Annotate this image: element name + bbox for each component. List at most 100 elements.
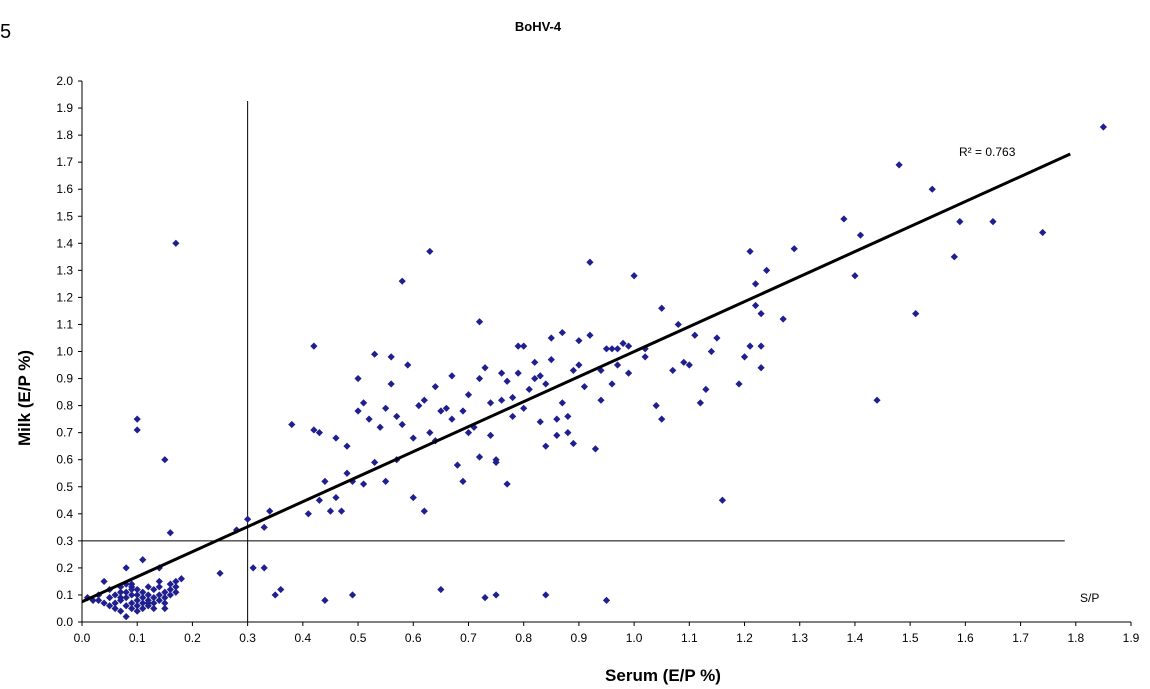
x-tick-label: 0.9 xyxy=(571,631,588,645)
data-point xyxy=(658,415,666,423)
data-point xyxy=(420,396,428,404)
data-point xyxy=(404,361,412,369)
data-point xyxy=(321,477,329,485)
data-point xyxy=(249,564,257,572)
data-point xyxy=(426,247,434,256)
data-point xyxy=(459,407,467,415)
y-tick-label: 1.7 xyxy=(56,155,73,169)
y-tick-label: 0.9 xyxy=(56,372,73,386)
data-point xyxy=(365,415,373,423)
data-point xyxy=(128,599,136,607)
data-point xyxy=(348,477,357,485)
data-point xyxy=(575,337,583,345)
data-point xyxy=(912,310,920,318)
data-point xyxy=(376,423,384,431)
data-point xyxy=(128,604,136,613)
data-point xyxy=(591,445,600,453)
data-point xyxy=(100,577,108,586)
data-point xyxy=(641,345,649,353)
data-point xyxy=(332,493,340,502)
data-point xyxy=(139,594,147,602)
data-point xyxy=(166,585,174,594)
data-point xyxy=(757,342,765,350)
data-point xyxy=(503,480,511,488)
x-tick-label: 1.7 xyxy=(1012,631,1029,645)
data-point xyxy=(586,258,594,266)
data-point xyxy=(161,604,169,613)
data-point xyxy=(498,369,506,377)
data-point xyxy=(624,369,633,377)
data-point xyxy=(680,358,688,366)
data-point xyxy=(139,604,147,613)
data-point xyxy=(669,366,677,375)
data-point xyxy=(569,439,577,448)
data-point xyxy=(851,272,859,280)
data-point xyxy=(558,399,566,407)
x-tick-label: 1.9 xyxy=(1123,631,1140,645)
data-point xyxy=(674,320,682,329)
data-point xyxy=(150,585,158,594)
x-tick-label: 1.0 xyxy=(626,631,643,645)
data-point xyxy=(354,374,362,383)
data-point xyxy=(542,591,550,599)
y-tick-label: 1.0 xyxy=(56,345,73,359)
data-point xyxy=(989,218,997,226)
data-point xyxy=(1039,228,1047,237)
data-point xyxy=(492,591,500,599)
data-point xyxy=(580,383,589,391)
data-point xyxy=(569,366,577,375)
data-point xyxy=(630,272,638,280)
data-point xyxy=(155,591,163,599)
data-point xyxy=(437,585,445,594)
data-point xyxy=(310,342,318,350)
data-point xyxy=(553,431,561,439)
data-point xyxy=(337,507,346,515)
data-point xyxy=(172,577,180,586)
data-point xyxy=(172,239,180,247)
x-tick-label: 1.8 xyxy=(1067,631,1084,645)
data-point xyxy=(133,591,141,599)
data-point xyxy=(315,496,324,504)
data-point xyxy=(133,607,141,615)
data-point xyxy=(553,415,561,423)
data-point xyxy=(161,594,169,602)
data-point xyxy=(464,391,473,399)
data-point xyxy=(371,458,379,467)
data-point xyxy=(415,402,423,410)
data-point xyxy=(696,399,704,407)
data-point xyxy=(144,599,152,607)
data-point xyxy=(531,358,539,366)
data-point xyxy=(575,361,583,369)
data-point xyxy=(122,564,130,572)
data-point xyxy=(260,523,268,531)
data-point xyxy=(1099,123,1107,131)
data-point xyxy=(144,591,152,599)
data-point xyxy=(475,374,484,383)
data-point xyxy=(564,429,572,437)
x-tick-label: 1.6 xyxy=(957,631,974,645)
x-tick-label: 0.8 xyxy=(515,631,532,645)
data-point xyxy=(448,415,456,423)
x-tick-label: 0.0 xyxy=(74,631,91,645)
data-point xyxy=(260,564,268,572)
data-point xyxy=(150,604,158,613)
data-point xyxy=(757,310,765,318)
data-point xyxy=(139,588,147,596)
x-axis-title: Serum (E/P %) xyxy=(605,666,721,685)
data-point xyxy=(613,345,622,353)
data-point xyxy=(359,480,368,488)
data-point xyxy=(128,585,136,594)
data-point xyxy=(117,594,125,602)
data-point xyxy=(503,377,511,385)
x-tick-label: 0.5 xyxy=(350,631,367,645)
data-point xyxy=(155,596,163,604)
data-point xyxy=(928,185,936,193)
x-tick-label: 0.3 xyxy=(239,631,256,645)
data-point xyxy=(619,339,627,347)
data-point xyxy=(150,599,158,607)
data-point xyxy=(166,529,174,537)
data-point xyxy=(409,434,417,442)
x-tick-label: 0.1 xyxy=(129,631,146,645)
data-point xyxy=(486,431,495,439)
